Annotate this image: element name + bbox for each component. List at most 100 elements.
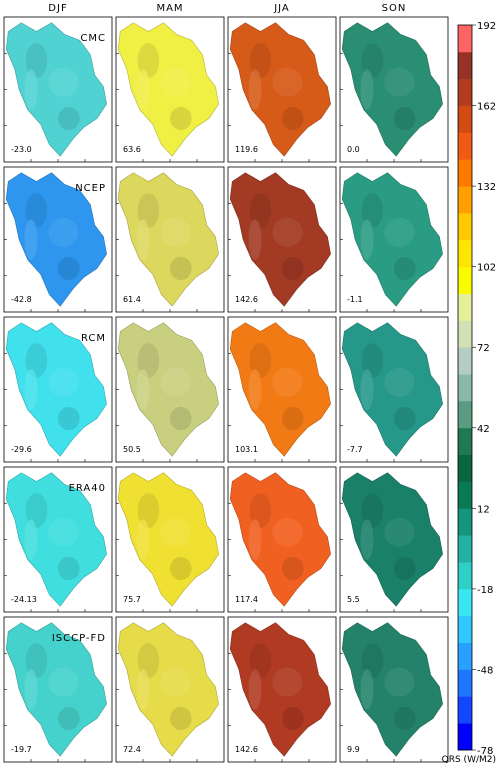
map-shade — [272, 67, 303, 97]
colorbar-bin — [458, 239, 472, 268]
map-shade — [24, 69, 38, 110]
panel-era40-djf: ERA40 -24.13 — [3, 466, 113, 613]
map-shade — [48, 217, 79, 247]
panel-cmc-jja: 119.6 — [227, 16, 337, 163]
colorbar-tick-label: 42 — [477, 424, 490, 435]
colorbar-bin — [458, 159, 472, 187]
colorbar-bin — [458, 132, 472, 160]
map-shade — [136, 69, 150, 110]
colorbar-bin — [458, 293, 472, 321]
panel-cmc-mam: 63.6 — [115, 16, 225, 163]
panel-mean-value: -7.7 — [347, 445, 363, 454]
map-shade — [384, 517, 415, 547]
map-shade — [25, 43, 48, 78]
map-shade — [160, 217, 191, 247]
season-header-jja: JJA — [273, 3, 290, 14]
map-shade — [170, 706, 192, 731]
map-shade — [249, 343, 272, 378]
map-shade — [24, 369, 38, 410]
colorbar-tick-label: 162 — [477, 102, 496, 113]
colorbar-bin — [458, 25, 472, 53]
panel-rcm-djf: RCM -29.6 — [3, 316, 113, 463]
panel-isccp-fd-jja: 142.6 — [227, 616, 337, 763]
panel-mean-value: 72.4 — [123, 745, 141, 754]
panel-mean-value: 50.5 — [123, 445, 141, 454]
map-shade — [136, 669, 150, 710]
panel-ncep-mam: 61.4 — [115, 166, 225, 313]
panel-mean-value: -1.1 — [347, 295, 363, 304]
map-shade — [248, 69, 262, 110]
panel-cmc-son: 0.0 — [339, 16, 449, 163]
map-shade — [48, 667, 79, 697]
map-shade — [58, 106, 80, 131]
colorbar-tick-label: 12 — [477, 504, 490, 515]
map-shade — [48, 517, 79, 547]
map-panels: CMC -23.0 63.6 119.6 0.0 NCEP -42.8 61.4 142.6 -1… — [3, 16, 449, 763]
panel-mean-value: 142.6 — [235, 745, 258, 754]
map-shade — [394, 706, 416, 731]
source-label-rcm: RCM — [81, 333, 106, 344]
map-shade — [58, 406, 80, 431]
panel-mean-value: -24.13 — [11, 595, 37, 604]
map-shade — [160, 67, 191, 97]
map-shade — [361, 43, 384, 78]
map-shade — [170, 256, 192, 281]
map-shade — [360, 219, 374, 260]
map-shade — [282, 556, 304, 581]
map-shade — [24, 219, 38, 260]
map-shade — [384, 217, 415, 247]
map-shade — [248, 219, 262, 260]
colorbar-tick-label: 102 — [477, 263, 496, 274]
map-shade — [360, 69, 374, 110]
panel-ncep-djf: NCEP -42.8 — [3, 166, 113, 313]
panel-mean-value: 63.6 — [123, 145, 141, 154]
colorbar-bin — [458, 696, 472, 724]
colorbar-bin — [458, 669, 472, 697]
colorbar-bin — [458, 454, 472, 482]
map-shade — [384, 367, 415, 397]
map-shade — [160, 667, 191, 697]
colorbar-bin — [458, 535, 472, 563]
colorbar-tick-label: 72 — [477, 343, 490, 354]
map-shade — [170, 406, 192, 431]
map-shade — [25, 343, 48, 378]
panel-era40-son: 5.5 — [339, 466, 449, 613]
map-shade — [282, 406, 304, 431]
colorbar-bin — [458, 266, 472, 294]
map-shade — [136, 369, 150, 410]
panel-mean-value: -29.6 — [11, 445, 32, 454]
panel-mean-value: 9.9 — [347, 745, 360, 754]
source-label-era40: ERA40 — [69, 483, 106, 494]
colorbar-bin — [458, 212, 472, 241]
colorbar: 192 162 132 102 72 42 12 -18 -48 -78 — [457, 21, 496, 757]
map-shade — [394, 256, 416, 281]
map-shade — [394, 406, 416, 431]
source-label-ncep: NCEP — [75, 183, 106, 194]
map-shade — [360, 519, 374, 560]
map-shade — [25, 643, 48, 678]
map-shade — [361, 643, 384, 678]
map-shade — [24, 519, 38, 560]
panel-ncep-son: -1.1 — [339, 166, 449, 313]
map-shade — [282, 706, 304, 731]
map-shade — [58, 556, 80, 581]
panel-mean-value: 61.4 — [123, 295, 141, 304]
map-shade — [249, 643, 272, 678]
map-shade — [360, 369, 374, 410]
map-shade — [282, 256, 304, 281]
season-header-mam: MAM — [156, 3, 183, 14]
colorbar-bin — [458, 320, 472, 348]
map-shade — [24, 669, 38, 710]
map-shade — [360, 669, 374, 710]
colorbar-bin — [458, 374, 472, 402]
map-shade — [248, 519, 262, 560]
map-shade — [137, 43, 160, 78]
panel-ncep-jja: 142.6 — [227, 166, 337, 313]
colorbar-bin — [458, 105, 472, 133]
colorbar-bin — [458, 588, 472, 617]
map-shade — [249, 43, 272, 78]
map-shade — [384, 67, 415, 97]
map-shade — [394, 106, 416, 131]
panel-rcm-son: -7.7 — [339, 316, 449, 463]
colorbar-tick-label: -48 — [477, 665, 493, 676]
